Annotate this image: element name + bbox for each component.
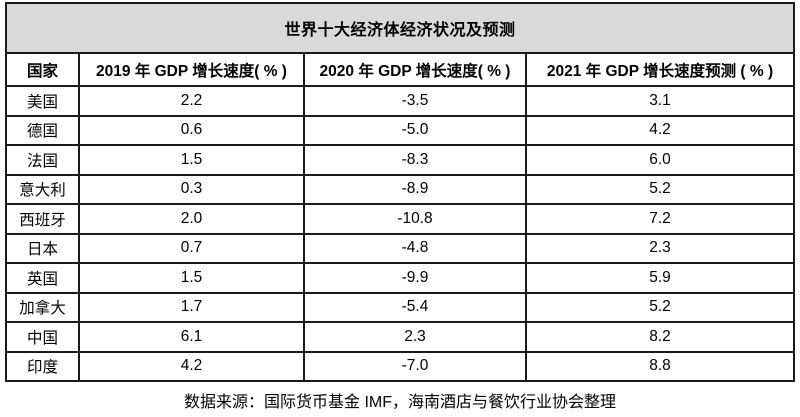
- gdp-2021-cell: 8.8: [524, 350, 796, 382]
- gdp-2019-cell: 1.5: [78, 144, 305, 176]
- gdp-2021-cell: 5.2: [524, 291, 796, 323]
- table-row: 西班牙 2.0 -10.8 7.2: [5, 203, 796, 235]
- gdp-2019-cell: 1.7: [78, 291, 305, 323]
- gdp-2019-cell: 1.5: [78, 262, 305, 294]
- gdp-2021-cell: 5.2: [524, 173, 796, 205]
- gdp-2019-cell: 2.2: [78, 85, 305, 117]
- gdp-2020-cell: -8.9: [303, 173, 527, 205]
- gdp-2020-cell: -5.0: [303, 114, 527, 146]
- gdp-2021-cell: 3.1: [524, 85, 796, 117]
- gdp-2021-cell: 4.2: [524, 114, 796, 146]
- gdp-2019-cell: 0.7: [78, 232, 305, 264]
- country-cell: 西班牙: [5, 203, 80, 235]
- table-row: 美国 2.2 -3.5 3.1: [5, 85, 796, 117]
- country-cell: 意大利: [5, 173, 80, 205]
- header-country: 国家: [5, 52, 80, 87]
- table-row: 印度 4.2 -7.0 8.8: [5, 350, 796, 382]
- gdp-2019-cell: 0.3: [78, 173, 305, 205]
- country-cell: 日本: [5, 232, 80, 264]
- gdp-2021-cell: 7.2: [524, 203, 796, 235]
- table-row: 中国 6.1 2.3 8.2: [5, 321, 796, 353]
- page-title: 世界十大经济体经济状况及预测: [4, 2, 796, 54]
- country-cell: 英国: [5, 262, 80, 294]
- country-cell: 法国: [5, 144, 80, 176]
- gdp-2020-cell: -9.9: [303, 262, 527, 294]
- table-row: 意大利 0.3 -8.9 5.2: [5, 173, 796, 205]
- gdp-2019-cell: 2.0: [78, 203, 305, 235]
- gdp-2020-cell: -8.3: [303, 144, 527, 176]
- gdp-2020-cell: -3.5: [303, 85, 527, 117]
- gdp-table: 世界十大经济体经济状况及预测 国家 2019 年 GDP 增长速度( % ) 2…: [4, 2, 796, 382]
- header-gdp-2020: 2020 年 GDP 增长速度( % ): [303, 52, 527, 87]
- table-row: 德国 0.6 -5.0 4.2: [5, 114, 796, 146]
- gdp-2020-cell: 2.3: [303, 321, 527, 353]
- gdp-2021-cell: 5.9: [524, 262, 796, 294]
- table-row: 英国 1.5 -9.9 5.9: [5, 262, 796, 294]
- gdp-2021-cell: 2.3: [524, 232, 796, 264]
- country-cell: 中国: [5, 321, 80, 353]
- table-row: 法国 1.5 -8.3 6.0: [5, 144, 796, 176]
- gdp-2021-cell: 6.0: [524, 144, 796, 176]
- gdp-2020-cell: -4.8: [303, 232, 527, 264]
- gdp-2019-cell: 4.2: [78, 350, 305, 382]
- gdp-2021-cell: 8.2: [524, 321, 796, 353]
- gdp-2020-cell: -7.0: [303, 350, 527, 382]
- header-gdp-2019: 2019 年 GDP 增长速度( % ): [78, 52, 305, 87]
- country-cell: 印度: [5, 350, 80, 382]
- country-cell: 加拿大: [5, 291, 80, 323]
- header-gdp-2021: 2021 年 GDP 增长速度预测 ( % ): [524, 52, 796, 87]
- gdp-2020-cell: -10.8: [303, 203, 527, 235]
- table-header-row: 国家 2019 年 GDP 增长速度( % ) 2020 年 GDP 增长速度(…: [5, 52, 796, 87]
- table-row: 加拿大 1.7 -5.4 5.2: [5, 291, 796, 323]
- table-row: 日本 0.7 -4.8 2.3: [5, 232, 796, 264]
- country-cell: 美国: [5, 85, 80, 117]
- country-cell: 德国: [5, 114, 80, 146]
- gdp-2020-cell: -5.4: [303, 291, 527, 323]
- data-source-note: 数据来源：国际货币基金 IMF，海南酒店与餐饮行业协会整理: [184, 394, 616, 411]
- gdp-2019-cell: 6.1: [78, 321, 305, 353]
- table-title-row: 世界十大经济体经济状况及预测: [4, 2, 796, 54]
- gdp-2019-cell: 0.6: [78, 114, 305, 146]
